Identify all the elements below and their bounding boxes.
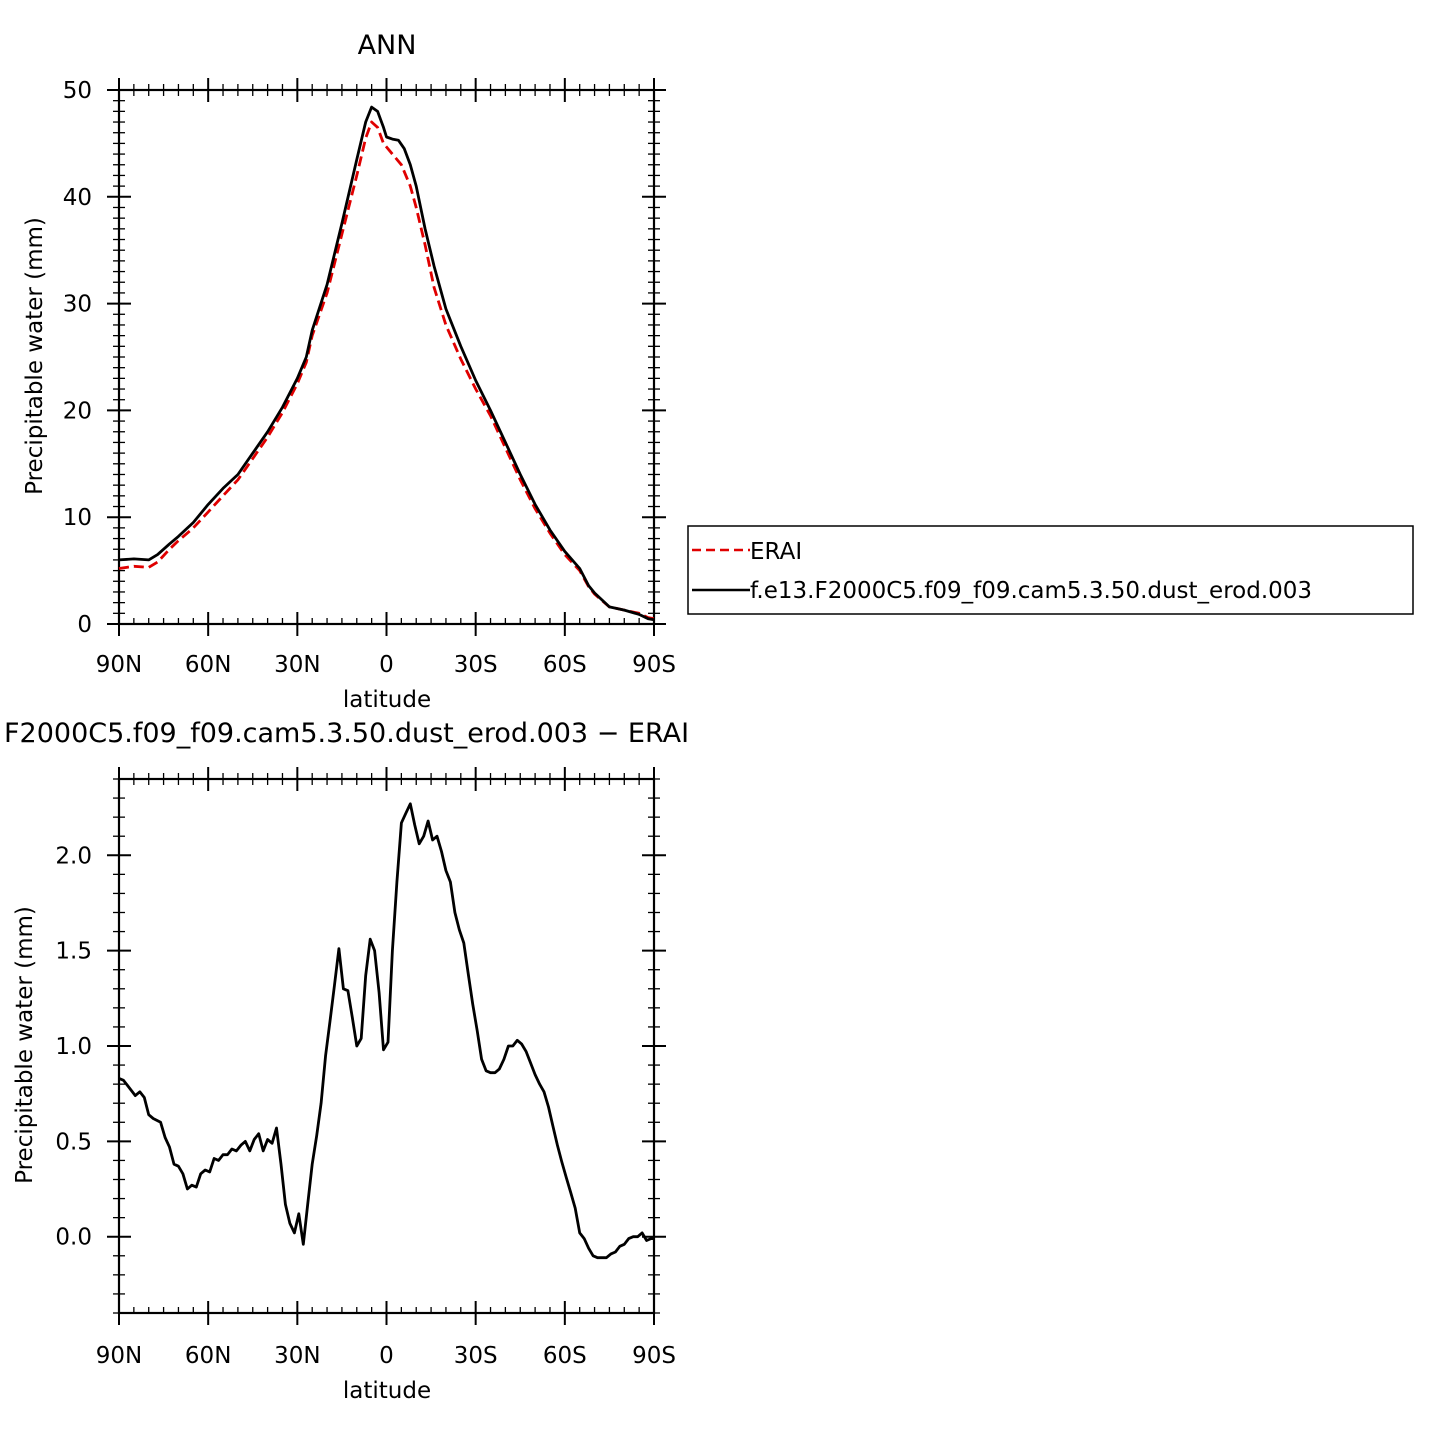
chart-bottom-x-tick-label: 60S <box>543 1343 587 1369</box>
chart-top-y-tick-label: 50 <box>63 78 92 104</box>
chart-bottom-xlabel: latitude <box>343 1378 431 1404</box>
chart-bottom-x-tick-label: 30S <box>454 1343 498 1369</box>
chart-top-title: ANN <box>358 30 417 61</box>
chart-bottom-y-tick-label: 1.5 <box>55 939 92 965</box>
chart-top-x-tick-label: 90S <box>632 652 676 678</box>
legend-box <box>687 525 1414 615</box>
chart-top-y-tick-label: 10 <box>63 505 92 531</box>
chart-top-y-tick-label: 0 <box>77 612 92 638</box>
chart-bottom-title: F2000C5.f09_f09.cam5.3.50.dust_erod.003 … <box>4 718 689 749</box>
chart-top-x-tick-label: 30N <box>274 652 320 678</box>
chart-top-ylabel: Precipitable water (mm) <box>22 217 48 495</box>
chart-top-y-tick-label: 40 <box>63 185 92 211</box>
chart-bottom-y-tick-label: 0.5 <box>55 1129 92 1155</box>
chart-top-x-tick-label: 90N <box>96 652 142 678</box>
chart-top-x-tick-label: 0 <box>379 652 394 678</box>
chart-bottom-series-line-0 <box>118 802 654 1260</box>
chart-bottom-x-tick-label: 90S <box>632 1343 676 1369</box>
chart-bottom-difference: F2000C5.f09_f09.cam5.3.50.dust_erod.003 … <box>4 718 689 1404</box>
chart-bottom-y-tick-label: 0.0 <box>55 1225 92 1251</box>
chart-bottom-x-tick-label: 90N <box>96 1343 142 1369</box>
chart-bottom-x-tick-label: 60N <box>185 1343 231 1369</box>
chart-top-xlabel: latitude <box>343 687 431 713</box>
chart-top-series-line-0 <box>118 120 655 621</box>
chart-top-plot-frame <box>117 88 656 626</box>
chart-top-x-tick-label: 60S <box>543 652 587 678</box>
chart-top-y-tick-label: 30 <box>63 292 92 318</box>
chart-top-series-line-1 <box>118 105 655 622</box>
chart-bottom-y-tick-label: 1.0 <box>55 1034 92 1060</box>
chart-top-x-tick-label: 30S <box>454 652 498 678</box>
chart-bottom-x-tick-label: 0 <box>379 1343 394 1369</box>
legend-label-model: f.e13.F2000C5.f09_f09.cam5.3.50.dust_ero… <box>750 578 1312 604</box>
legend-label-erai: ERAI <box>750 539 802 565</box>
chart-bottom-x-tick-label: 30N <box>274 1343 320 1369</box>
chart-top-y-tick-label: 20 <box>63 398 92 424</box>
chart-top-annual-precipitable-water: ANN latitude Precipitable water (mm) 90N… <box>22 30 676 713</box>
chart-top-x-tick-label: 60N <box>185 652 231 678</box>
legend: ERAI f.e13.F2000C5.f09_f09.cam5.3.50.dus… <box>687 525 1414 615</box>
chart-bottom-y-tick-label: 2.0 <box>55 843 92 869</box>
chart-bottom-ylabel: Precipitable water (mm) <box>12 906 38 1184</box>
